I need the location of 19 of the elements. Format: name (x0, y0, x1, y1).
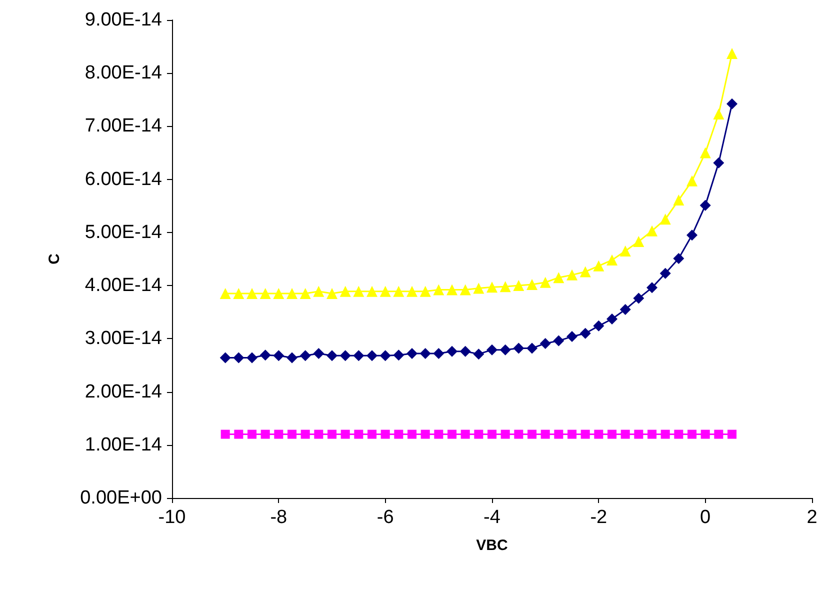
y-tick-label: 3.00E-14 (84, 328, 162, 350)
x-axis-title: VBC (476, 537, 508, 554)
y-tick-label: 9.00E-14 (84, 10, 162, 30)
y-tick-label: 7.00E-14 (84, 116, 162, 137)
y-tick-label: 4.00E-14 (84, 275, 162, 296)
x-tick-label: 0 (700, 507, 711, 528)
x-tick-label: -2 (590, 507, 608, 528)
x-tick-label: -4 (484, 507, 501, 528)
y-tick-label: 0.00E+00 (80, 488, 162, 508)
y-tick-label: 6.00E-14 (84, 168, 162, 190)
y-tick-label: 8.00E-14 (84, 62, 162, 84)
y-tick-label: 1.00E-14 (84, 434, 162, 456)
y-axis-title: C (46, 253, 63, 264)
y-tick-label: 2.00E-14 (84, 381, 162, 402)
x-tick-label: 2 (806, 507, 818, 528)
x-tick-label: -8 (270, 507, 288, 528)
x-tick-label: -6 (376, 507, 394, 528)
x-tick-label: -10 (158, 507, 186, 528)
y-tick-label: 5.00E-14 (84, 222, 162, 243)
